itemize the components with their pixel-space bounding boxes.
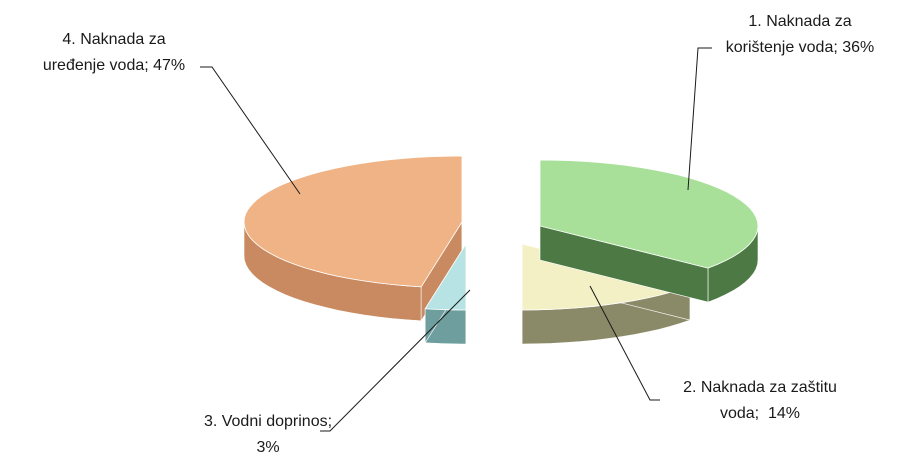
slice-label-1-line-1: 1. Naknada za (748, 13, 851, 30)
leader-line-4 (200, 66, 301, 195)
leader-line-2 (589, 285, 660, 401)
pie-slice-1-top (539, 159, 759, 269)
pie-slice-3-top (424, 242, 467, 311)
slice-label-3-line-1: 3. Vodni doprinos; (204, 413, 332, 430)
slice-labels: 1. Naknada za korištenje voda; 36% 2. Nakn… (43, 13, 874, 454)
slice-label-4-line-2: uređenje voda; 47% (43, 57, 185, 74)
pie-slice-1 (539, 159, 759, 303)
pie-slices (243, 155, 759, 345)
slice-label-2-line-2: voda; 14% (720, 405, 800, 422)
slice-label-3-line-2: 3% (256, 439, 279, 454)
slice-label-4-line-1: 4. Naknada za (62, 31, 165, 48)
leader-line-1 (687, 47, 712, 191)
leader-lines (200, 47, 712, 432)
pie-slice-4 (243, 155, 463, 322)
pie-slice-3 (424, 242, 467, 345)
leader-line-3 (320, 289, 471, 432)
slice-label-2-line-1: 2. Naknada za zaštitu (683, 379, 837, 396)
pie-slice-4-top (243, 155, 463, 288)
slice-label-1-line-2: korištenje voda; 36% (726, 39, 875, 56)
